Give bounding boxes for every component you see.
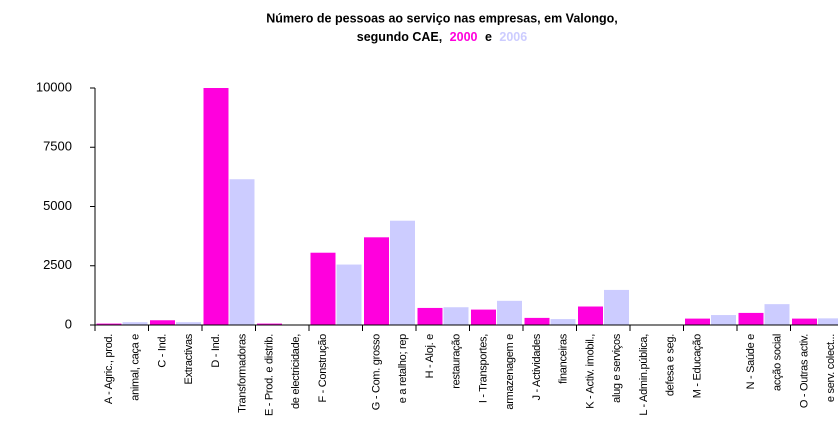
x-tick-label: O - Outras activ. <box>798 334 810 408</box>
x-tick-label: G - Com. grosso <box>370 334 382 410</box>
bar <box>792 318 817 325</box>
chart-title: Número de pessoas ao serviço nas empresa… <box>266 11 618 25</box>
x-tick-label: de electricidade, <box>290 334 302 409</box>
x-tick-label: e serv. colect... <box>825 334 837 402</box>
bar <box>497 300 522 325</box>
bar <box>364 237 389 325</box>
y-tick-label: 2500 <box>43 257 72 272</box>
bar <box>203 88 229 325</box>
bar <box>578 306 603 325</box>
bar <box>685 318 710 325</box>
legend-entry: 2006 <box>499 30 527 44</box>
x-tick-label: armazenagem e <box>504 334 516 410</box>
x-tick-label: J - Actividades <box>531 333 543 400</box>
x-tick-label: D - Ind. <box>210 334 222 368</box>
x-tick-label: H - Aloj. e <box>424 334 436 379</box>
x-tick-label: financeiras <box>557 333 569 384</box>
bar <box>122 322 148 325</box>
bar <box>229 179 255 325</box>
bar <box>711 315 736 325</box>
y-tick-label: 5000 <box>43 198 72 213</box>
x-tick-label: E - Prod. e distrib. <box>263 334 275 416</box>
x-tick-label: defesa e seg. <box>664 334 676 396</box>
bar <box>150 320 175 325</box>
bar <box>764 304 790 325</box>
y-tick-label: 10000 <box>36 79 72 94</box>
x-tick-label: Extractivas <box>183 333 195 384</box>
bar <box>96 323 122 325</box>
x-tick-label: acção social <box>771 334 783 391</box>
x-tick-label: C - Ind. <box>156 334 168 368</box>
x-tick-label: F - Construção <box>317 334 329 403</box>
x-tick-label: animal, caça e <box>129 334 141 401</box>
x-tick-label: N - Saúde e <box>745 334 757 390</box>
bar <box>257 323 282 325</box>
legend-entry: 2000 <box>450 30 478 44</box>
chart-title: segundo CAE, <box>357 30 442 44</box>
x-tick-label: I - Transportes, <box>477 334 489 403</box>
bar <box>390 220 415 325</box>
x-tick-label: e a retalho; rep <box>397 334 409 403</box>
x-tick-label: restauração <box>450 334 462 389</box>
y-tick-label: 7500 <box>43 139 72 154</box>
bar <box>818 318 838 325</box>
bar <box>604 289 629 325</box>
chart-title: segundo CAE, 2000 e 2006 <box>357 30 527 44</box>
bar <box>336 264 362 325</box>
x-tick-label: L - Admin.pública, <box>638 334 650 416</box>
bar <box>176 322 201 325</box>
x-tick-label: Transformadoras <box>236 333 248 413</box>
x-tick-label: A - Agric., prod. <box>103 334 115 404</box>
bar <box>738 312 764 325</box>
chart-title: e <box>485 30 492 44</box>
x-tick-label: M - Educação <box>691 334 703 398</box>
y-tick-label: 0 <box>65 316 72 331</box>
bar <box>471 309 496 325</box>
x-tick-label: alug e serviços <box>611 333 623 403</box>
bar <box>417 307 443 325</box>
bar <box>443 307 469 325</box>
bar <box>550 319 576 325</box>
bar <box>524 317 550 325</box>
x-tick-label: K - Activ. imobil., <box>584 334 596 409</box>
bar <box>310 252 336 325</box>
